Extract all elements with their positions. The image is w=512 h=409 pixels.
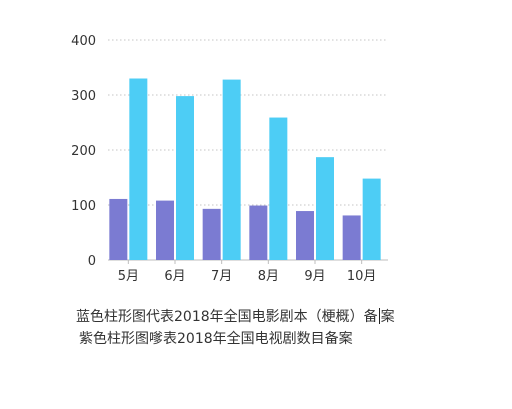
x-tick-label: 5月 <box>118 269 139 284</box>
bar-series-2 <box>222 79 241 260</box>
y-tick-label: 100 <box>71 199 96 214</box>
x-tick-label: 6月 <box>164 269 185 284</box>
bar-series-1 <box>109 198 128 260</box>
y-tick-label: 200 <box>71 144 96 159</box>
bar-series-2 <box>176 96 194 260</box>
y-tick-label: 300 <box>71 89 96 104</box>
bar-series-2 <box>316 157 334 260</box>
bar-series-1 <box>342 215 361 260</box>
x-tick-label: 10月 <box>347 269 377 284</box>
bar-series-1 <box>202 208 221 260</box>
bar-series-1 <box>156 200 174 260</box>
bar-series-1 <box>296 211 314 260</box>
bar-series-2 <box>269 117 288 260</box>
x-tick-label: 7月 <box>211 269 232 284</box>
text-cursor <box>378 308 380 324</box>
caption-line-1-end: 案 <box>380 309 395 325</box>
bar-series-1 <box>249 205 268 260</box>
x-tick-label: 8月 <box>258 269 279 284</box>
y-tick-label: 0 <box>88 254 96 269</box>
x-tick-label: 9月 <box>304 269 325 284</box>
caption-line-2: 紫色柱形图嗲表2018年全国电视剧数目备案 <box>79 331 353 347</box>
bar-series-2 <box>129 78 148 260</box>
caption-line-1-text: 蓝色柱形图代表2018年全国电影剧本（梗概）备 <box>76 309 378 325</box>
caption-line-1: 蓝色柱形图代表2018年全国电影剧本（梗概）备案 <box>76 306 395 326</box>
bar-series-2 <box>362 178 381 260</box>
y-tick-label: 400 <box>71 34 96 49</box>
